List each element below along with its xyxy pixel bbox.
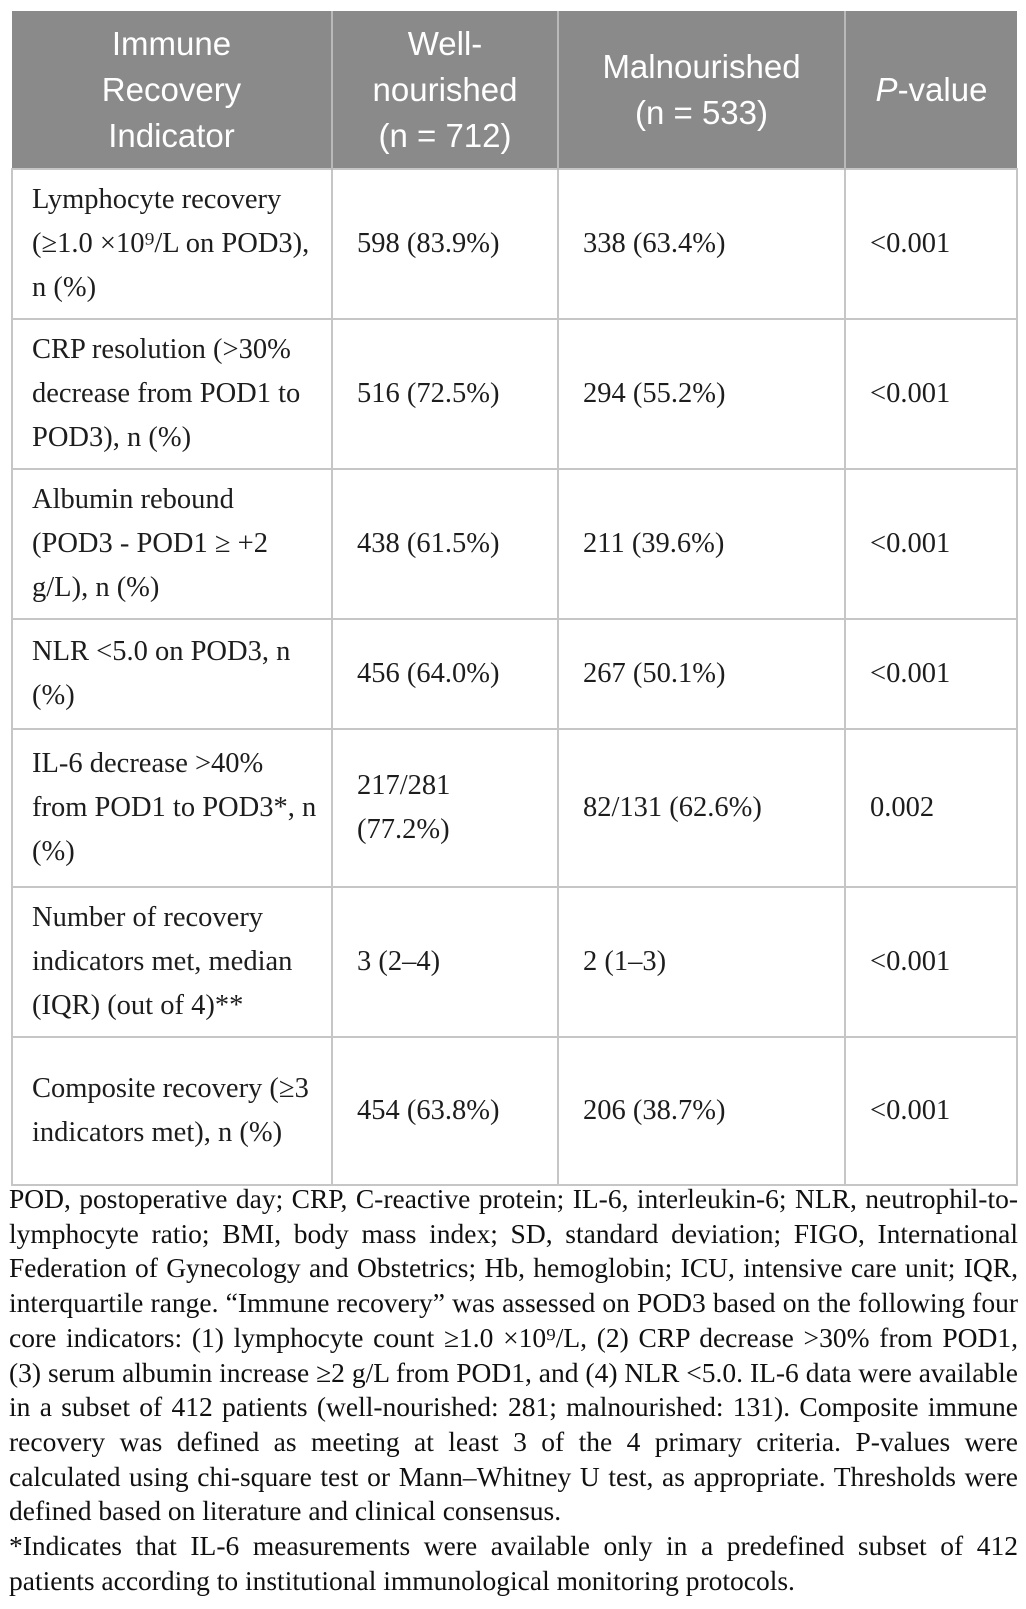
cell-malnourished: 206 (38.7%) — [557, 1036, 846, 1186]
cell-indicator: NLR <5.0 on POD3, n (%) — [11, 618, 333, 730]
header-line: P-value — [875, 70, 988, 108]
cell-malnourished: 2 (1–3) — [557, 886, 846, 1038]
table-header: Immune Recovery Indicator Well- nourishe… — [12, 11, 1017, 169]
header-cell-malnourished: Malnourished (n = 533) — [558, 11, 846, 169]
cell-malnourished: 294 (55.2%) — [557, 318, 846, 470]
cell-p-value: <0.001 — [844, 1036, 1018, 1186]
cell-p-value: <0.001 — [844, 468, 1018, 620]
header-line: (n = 712) — [378, 116, 512, 154]
cell-well-nourished: 598 (83.9%) — [331, 168, 559, 320]
header-cell-well-nourished: Well- nourished (n = 712) — [332, 11, 559, 169]
cell-malnourished: 82/131 (62.6%) — [557, 728, 846, 888]
footnote-abbreviations-text: POD, postoperative day; CRP, C-reactive … — [9, 1183, 1018, 1527]
header-line: (n = 533) — [635, 93, 768, 131]
cell-indicator: IL-6 decrease >40% from POD1 to POD3*, n… — [11, 728, 333, 888]
header-row: Immune Recovery Indicator Well- nourishe… — [12, 11, 1017, 169]
cell-malnourished: 211 (39.6%) — [557, 468, 846, 620]
table-row-indicators-met: Number of recovery indicators met, media… — [11, 886, 1018, 1038]
cell-indicator: Composite recovery (≥3 indicators met), … — [11, 1036, 333, 1186]
header-cell-immune-recovery-indicator: Immune Recovery Indicator — [12, 11, 333, 169]
header-line: Malnourished — [602, 47, 801, 85]
cell-well-nourished: 516 (72.5%) — [331, 318, 559, 470]
cell-indicator: Albumin rebound (POD3 - POD1 ≥ +2 g/L), … — [11, 468, 333, 620]
header-cell-p-value: P-value — [845, 11, 1017, 169]
table-row-il6-decrease: IL-6 decrease >40% from POD1 to POD3*, n… — [11, 728, 1018, 888]
header-line: nourished — [372, 70, 518, 108]
cell-well-nourished: 438 (61.5%) — [331, 468, 559, 620]
header-line: Indicator — [108, 116, 235, 154]
table-row-albumin-rebound: Albumin rebound (POD3 - POD1 ≥ +2 g/L), … — [11, 468, 1018, 620]
cell-indicator: CRP resolution (>30% decrease from POD1 … — [11, 318, 333, 470]
table-body: Lymphocyte recovery (≥1.0 ×10⁹/L on POD3… — [11, 168, 1018, 1186]
table-row-composite-recovery: Composite recovery (≥3 indicators met), … — [11, 1036, 1018, 1186]
footnote-asterisk-note: *Indicates that IL-6 measurements were a… — [9, 1530, 1018, 1596]
immune-recovery-table: Immune Recovery Indicator Well- nourishe… — [11, 11, 1018, 1186]
cell-indicator: Lymphocyte recovery (≥1.0 ×10⁹/L on POD3… — [11, 168, 333, 320]
header-line: Recovery — [101, 70, 242, 108]
table-row-nlr: NLR <5.0 on POD3, n (%) 456 (64.0%) 267 … — [11, 618, 1018, 730]
cell-p-value: <0.001 — [844, 618, 1018, 730]
cell-p-value: <0.001 — [844, 886, 1018, 1038]
cell-p-value: <0.001 — [844, 318, 1018, 470]
cell-well-nourished: 456 (64.0%) — [331, 618, 559, 730]
cell-well-nourished: 217/281 (77.2%) — [331, 728, 559, 888]
cell-p-value: <0.001 — [844, 168, 1018, 320]
cell-well-nourished: 454 (63.8%) — [331, 1036, 559, 1186]
cell-malnourished: 267 (50.1%) — [557, 618, 846, 730]
cell-well-nourished: 3 (2–4) — [331, 886, 559, 1038]
header-line: Immune — [111, 24, 232, 62]
table-footnote: POD, postoperative day; CRP, C-reactive … — [9, 1182, 1018, 1598]
header-line: Well- — [407, 24, 483, 62]
table-row-crp-resolution: CRP resolution (>30% decrease from POD1 … — [11, 318, 1018, 470]
table-row-lymphocyte-recovery: Lymphocyte recovery (≥1.0 ×10⁹/L on POD3… — [11, 168, 1018, 320]
cell-p-value: 0.002 — [844, 728, 1018, 888]
cell-malnourished: 338 (63.4%) — [557, 168, 846, 320]
cell-indicator: Number of recovery indicators met, media… — [11, 886, 333, 1038]
